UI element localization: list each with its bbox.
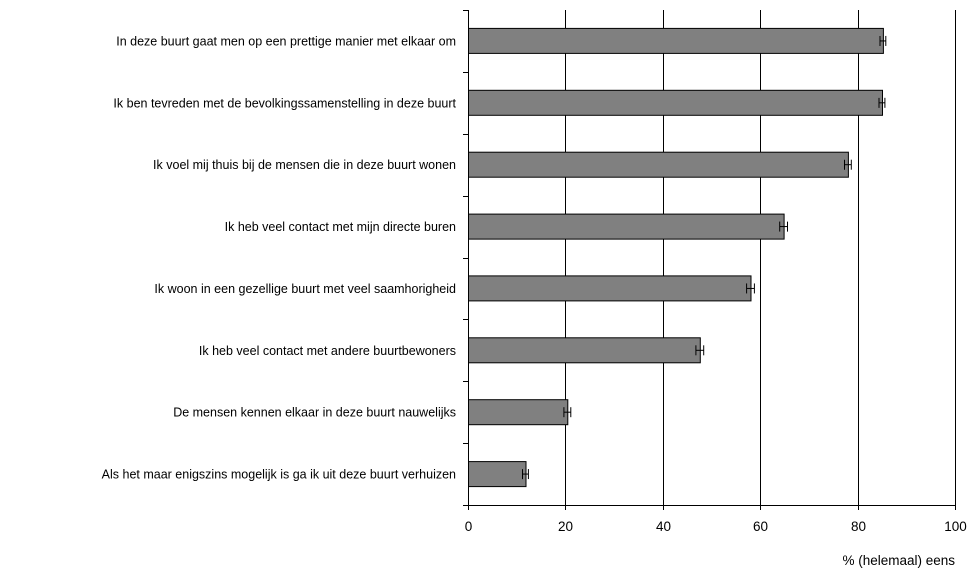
category-label: Ik heb veel contact met mijn directe bur… (225, 220, 456, 234)
error-bars (522, 35, 887, 480)
category-label: Als het maar enigszins mogelijk is ga ik… (102, 468, 456, 482)
x-tick-label: 20 (558, 519, 573, 534)
category-label: Ik ben tevreden met de bevolkingssamenst… (113, 96, 456, 110)
axes (463, 10, 956, 510)
x-tick-label: 100 (944, 519, 967, 534)
bar (468, 27, 884, 54)
bar (468, 275, 752, 302)
category-label: In deze buurt gaat men op een prettige m… (116, 34, 456, 48)
gridlines (565, 10, 956, 505)
bar (468, 337, 701, 364)
bar (468, 461, 527, 488)
x-tick-label: 60 (753, 519, 768, 534)
category-label: De mensen kennen elkaar in deze buurt na… (173, 406, 456, 420)
bars (468, 27, 884, 488)
bar (468, 399, 569, 426)
x-axis-title: % (helemaal) eens (842, 553, 955, 568)
bar (468, 213, 785, 240)
category-label: Ik heb veel contact met andere buurtbewo… (199, 344, 456, 358)
category-labels: In deze buurt gaat men op een prettige m… (102, 34, 457, 481)
bar (468, 89, 883, 116)
x-tick-label: 80 (851, 519, 866, 534)
category-label: Ik woon in een gezellige buurt met veel … (154, 282, 456, 296)
bar (468, 151, 849, 178)
x-tick-label: 0 (465, 519, 473, 534)
x-tick-labels: 0 20 40 60 80 100 (465, 519, 967, 534)
x-tick-label: 40 (656, 519, 671, 534)
category-label: Ik voel mij thuis bij de mensen die in d… (153, 158, 456, 172)
